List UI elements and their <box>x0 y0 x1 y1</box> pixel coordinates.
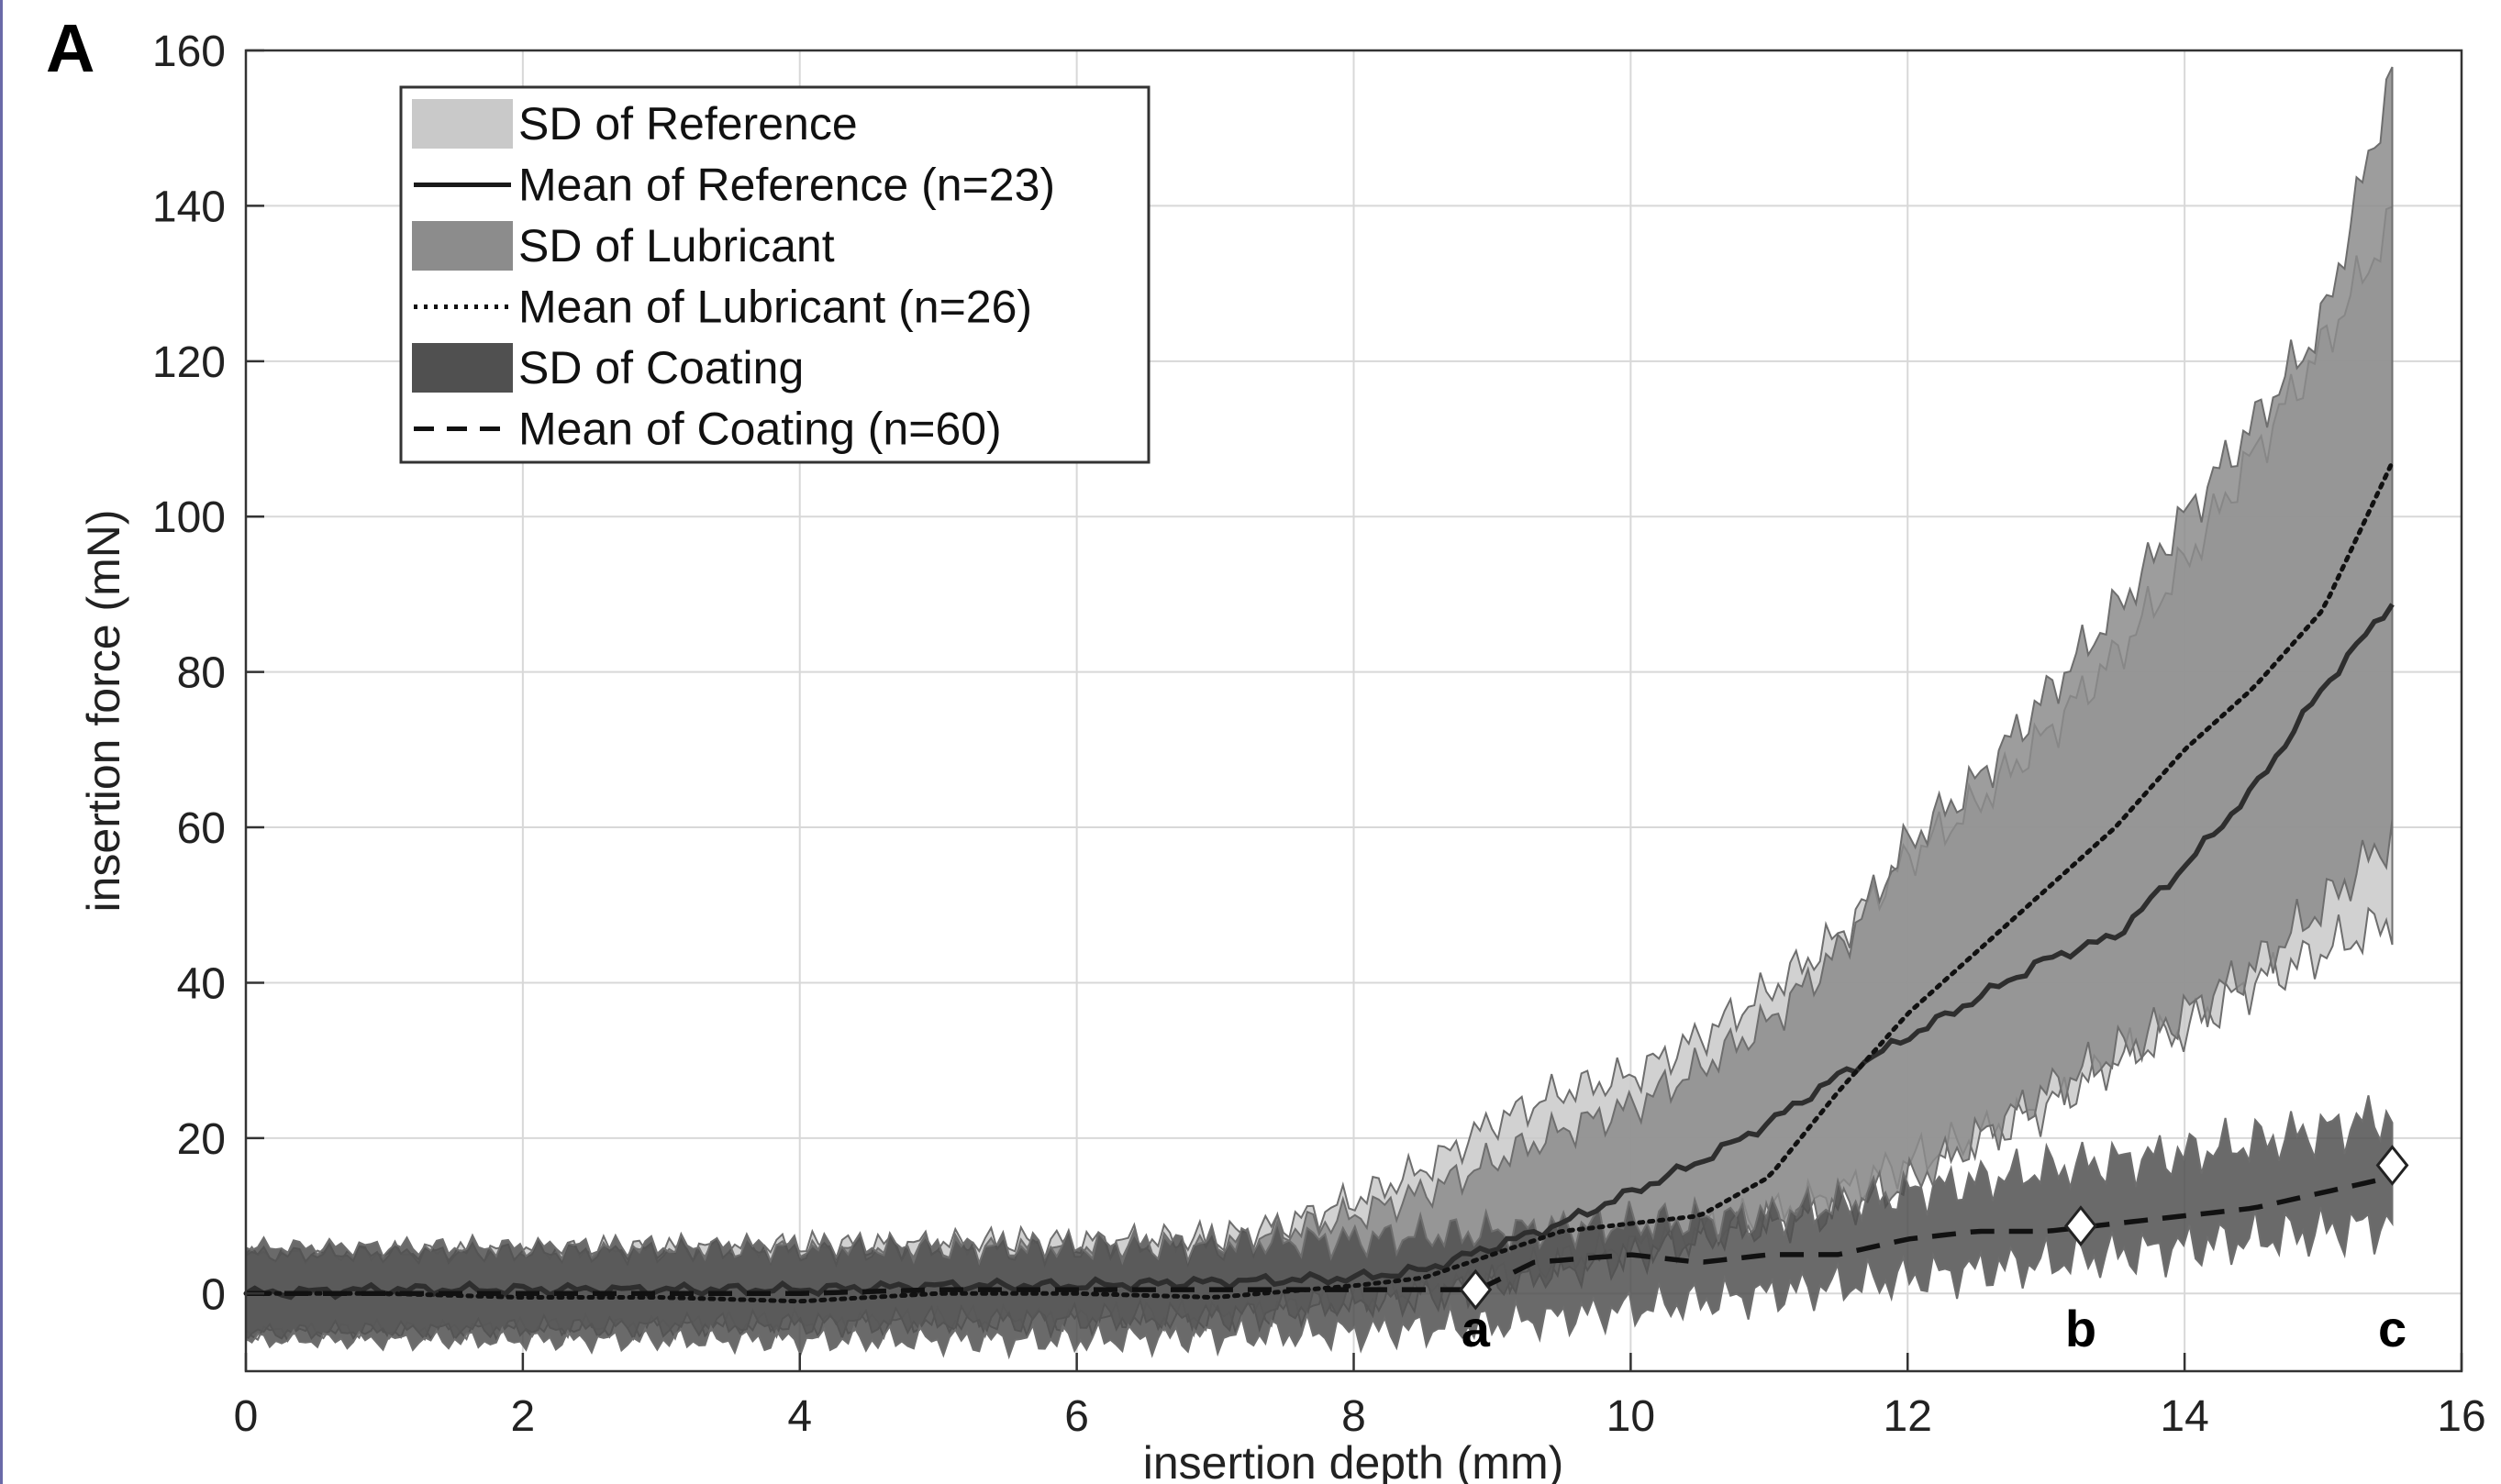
legend-label: SD of Reference <box>518 98 858 150</box>
event-markers: a b c <box>1459 1145 2409 1357</box>
event-marker-label: a <box>1462 1300 1491 1357</box>
y-tick-label: 0 <box>201 1270 226 1319</box>
legend-label: SD of Coating <box>518 342 804 393</box>
panel-label: A <box>46 10 95 86</box>
x-tick-label: 16 <box>2437 1392 2485 1441</box>
legend-label: SD of Lubricant <box>518 220 835 271</box>
x-tick-label: 8 <box>1341 1392 1366 1441</box>
x-tick-label: 6 <box>1064 1392 1089 1441</box>
legend: SD of Reference Mean of Reference (n=23) S… <box>399 85 1150 464</box>
event-marker-diamond <box>1459 1268 1493 1311</box>
legend-label: Mean of Reference (n=23) <box>518 160 1055 211</box>
y-tick-label: 20 <box>177 1115 226 1164</box>
y-tick-label: 120 <box>152 338 226 387</box>
event-marker-label: c <box>2378 1300 2407 1357</box>
frame-edge-line <box>0 0 3 1484</box>
legend-swatch <box>412 221 513 271</box>
x-tick-label: 2 <box>511 1392 536 1441</box>
x-tick-label: 0 <box>234 1392 259 1441</box>
legend-label: Mean of Lubricant (n=26) <box>518 282 1032 333</box>
x-tick-label: 12 <box>1884 1392 1932 1441</box>
y-tick-label: 140 <box>152 183 226 231</box>
y-tick-label: 40 <box>177 959 226 1008</box>
mean-line <box>246 1174 2394 1297</box>
y-tick-label: 60 <box>177 804 226 853</box>
event-marker-label: b <box>2065 1300 2096 1357</box>
mean-line <box>243 460 2395 1304</box>
x-tick-label: 14 <box>2160 1392 2208 1441</box>
x-tick-label: 10 <box>1606 1392 1655 1441</box>
x-axis-label: insertion depth (mm) <box>1143 1437 1564 1484</box>
y-tick-label: 80 <box>177 649 226 698</box>
event-marker-diamond <box>2375 1145 2409 1186</box>
legend-box <box>399 85 1150 464</box>
legend-swatch <box>412 99 513 149</box>
y-tick-label: 100 <box>152 493 226 542</box>
mean-lines <box>243 460 2395 1304</box>
sd-bands <box>245 66 2394 1360</box>
event-marker-diamond <box>2064 1205 2097 1247</box>
y-axis-label: insertion force (mN) <box>78 510 129 913</box>
legend-swatch <box>412 343 513 393</box>
x-tick-label: 4 <box>787 1392 812 1441</box>
sd-band <box>245 1095 2394 1360</box>
y-tick-label: 160 <box>152 28 226 76</box>
legend-label: Mean of Coating (n=60) <box>518 404 1002 455</box>
